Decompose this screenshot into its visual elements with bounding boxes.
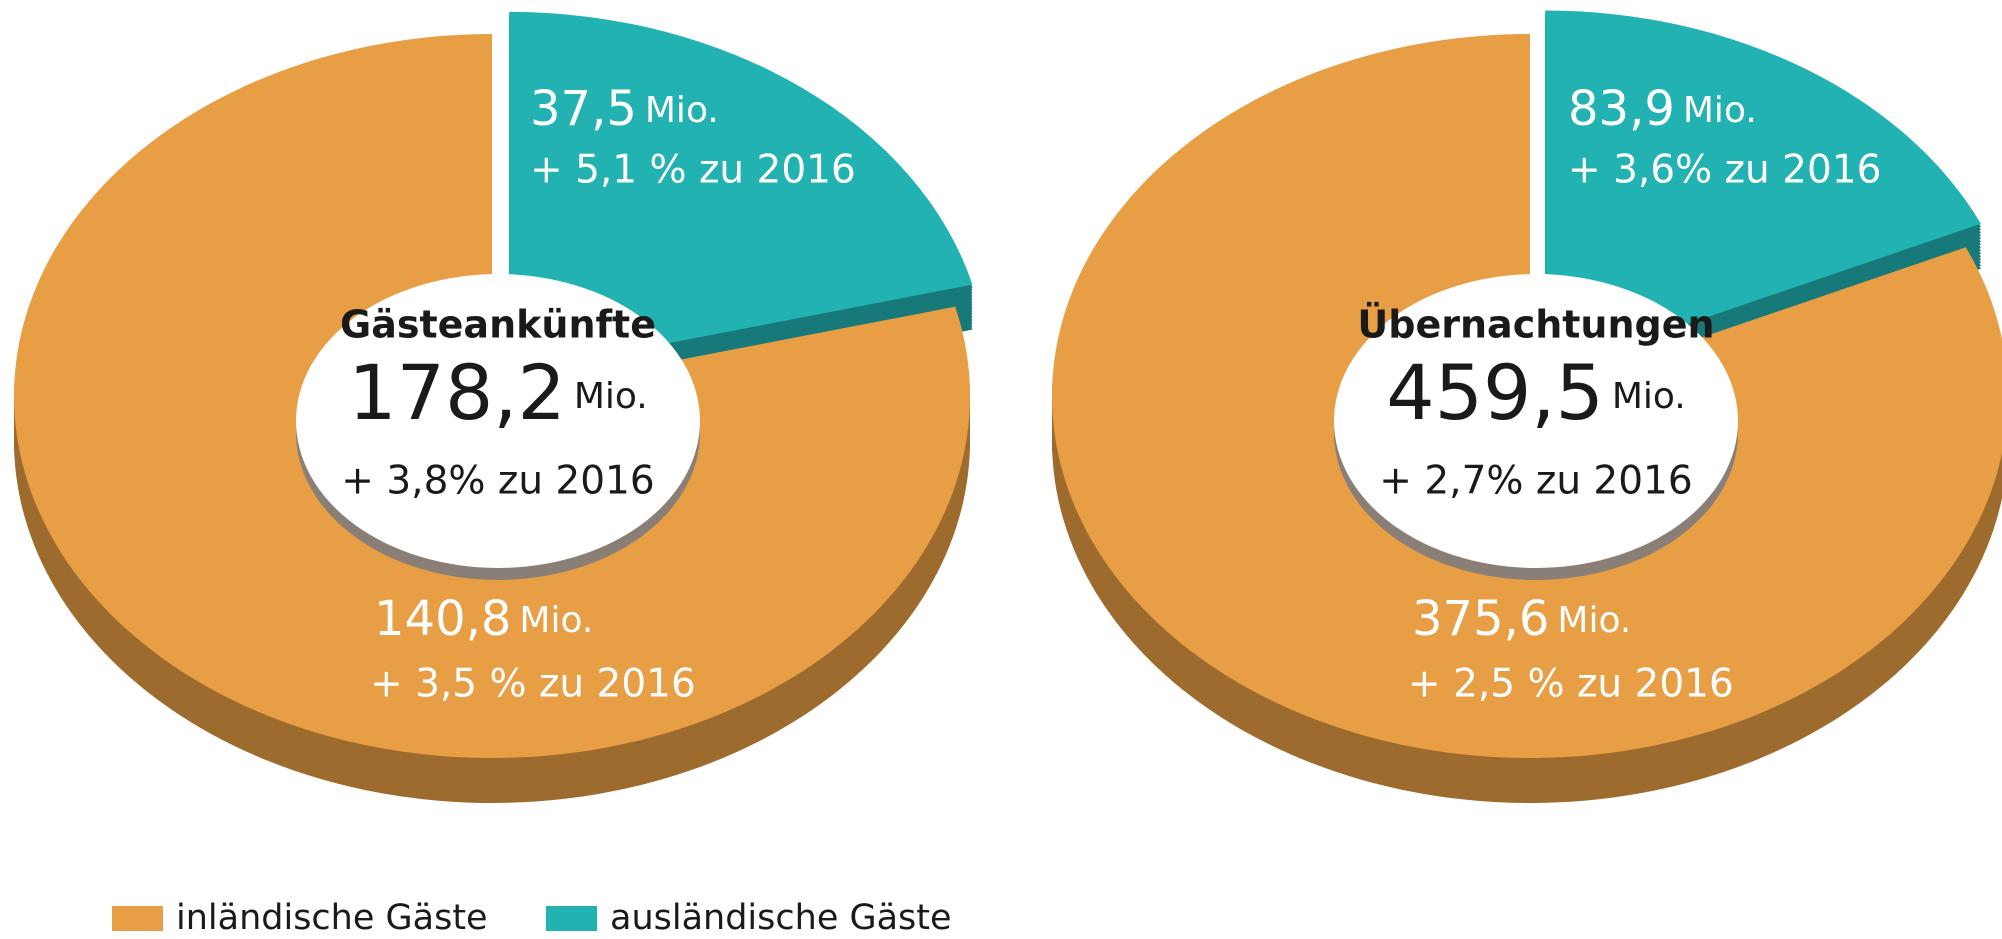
label-part: Mio. [1683, 90, 1757, 131]
slice-change: + 3,6% zu 2016 [1568, 148, 1881, 193]
legend-label: inländische Gäste [176, 898, 488, 935]
label-part: 37,5 [530, 81, 637, 137]
center-change: + 3,8% zu 2016 [341, 459, 654, 504]
label: 178,2 Mio. [348, 348, 647, 437]
label-part: 459,5 [1386, 348, 1604, 437]
label: 459,5 Mio. [1386, 348, 1685, 437]
label-part: 375,6 [1412, 591, 1549, 647]
label-part: Mio. [1557, 600, 1631, 641]
label-part: Mio. [1612, 376, 1686, 417]
slice: ausländische Gäste [1545, 10, 1981, 373]
slice [509, 11, 973, 374]
slice-change: + 2,5 % zu 2016 [1408, 662, 1734, 707]
label-part: 140,8 [374, 591, 511, 647]
center-title: Übernachtungen [1357, 303, 1714, 347]
label-part: Mio. [574, 376, 648, 417]
legend-label: ausländische Gäste [610, 898, 952, 935]
hole [296, 274, 700, 568]
hole [1334, 274, 1738, 568]
slice-change: + 3,5 % zu 2016 [370, 662, 696, 707]
center-title: Gästeankünfte [340, 303, 656, 347]
label: 37,5 Mio. [530, 81, 719, 137]
label-part: Mio. [519, 600, 593, 641]
slice-change: + 5,1 % zu 2016 [530, 148, 856, 193]
label: 375,6 Mio. [1412, 591, 1631, 647]
legend-swatch [112, 906, 163, 931]
label-part: Mio. [645, 90, 719, 131]
legend-swatch [546, 906, 597, 931]
center-change: + 2,7% zu 2016 [1379, 459, 1692, 504]
label-part: 83,9 [1568, 81, 1675, 137]
label-part: 178,2 [348, 348, 566, 437]
label: 83,9 Mio. [1568, 81, 1757, 137]
label: 140,8 Mio. [374, 591, 593, 647]
